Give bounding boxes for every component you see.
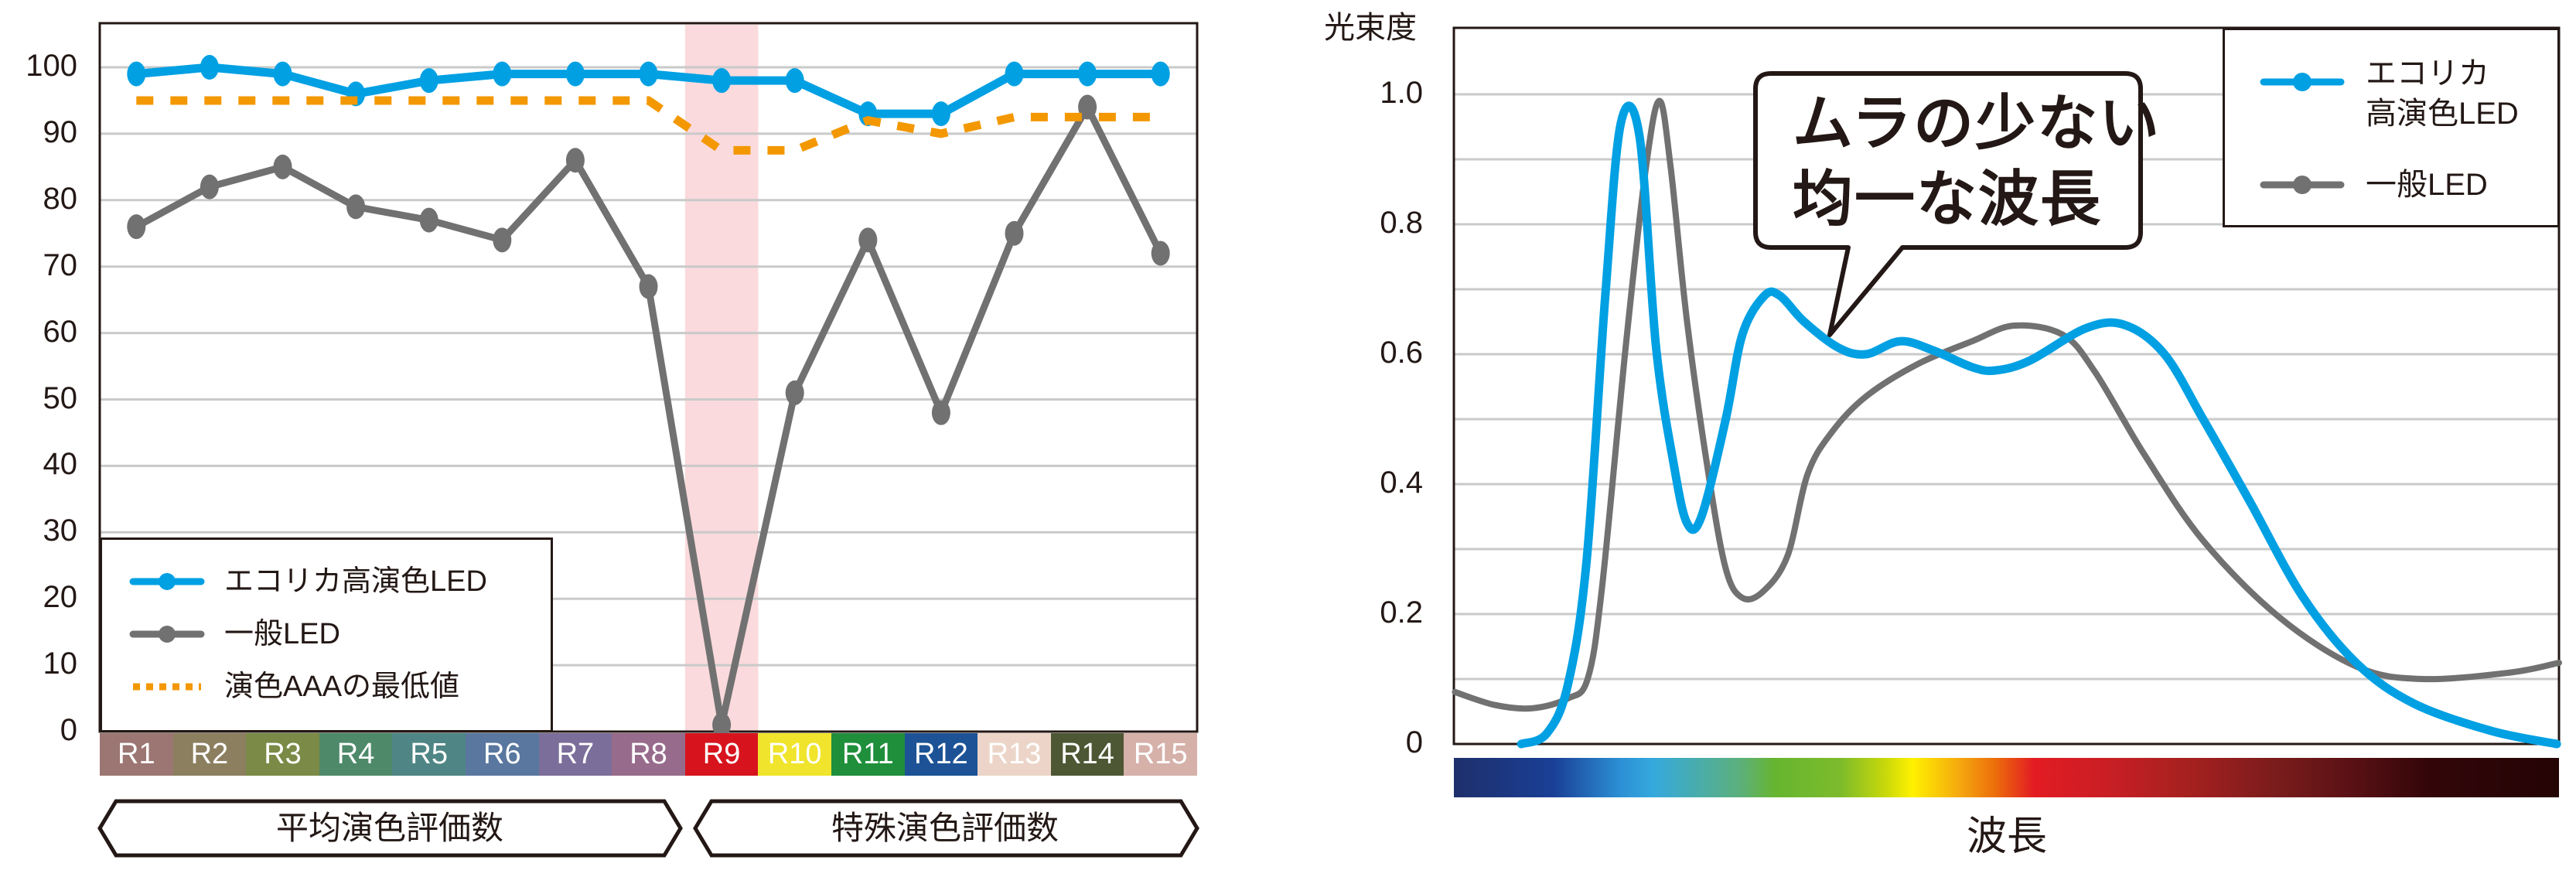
data-point [712, 68, 732, 94]
data-point [127, 214, 146, 240]
data-point [712, 712, 732, 738]
group-arrow-general-cri [97, 799, 683, 858]
plot-frame [98, 22, 1199, 733]
category-label-r9: R9 [684, 733, 759, 776]
data-point [858, 227, 878, 253]
y-tick-label: 60 [43, 314, 78, 349]
category-label-r5: R5 [392, 733, 466, 776]
group-label-special-cri: 特殊演色評価数 [831, 810, 1059, 846]
category-label-r2: R2 [172, 733, 247, 776]
cri-legend: エコリカ高演色LED 一般LED 演色AAAの最低値 [100, 537, 553, 732]
y-tick-label: 0.4 [1380, 466, 1423, 500]
data-point [127, 61, 146, 87]
legend-label: エコリカ 高演色LED [2366, 56, 2519, 131]
data-point [273, 61, 292, 87]
y-tick-label: 100 [26, 49, 77, 83]
plot-frame [1452, 26, 2561, 746]
data-point [1078, 61, 1097, 87]
y-tick-label: 0 [60, 713, 77, 747]
callout-text: ムラの少ない 均一な波長 [1793, 89, 2161, 233]
data-point [346, 194, 366, 220]
data-point [1151, 61, 1170, 87]
category-label-r7: R7 [538, 733, 612, 776]
data-point [419, 68, 438, 94]
y-tick-label: 80 [43, 181, 78, 216]
legend-label: 一般LED [2366, 168, 2488, 202]
legend-line-marker-icon [129, 626, 205, 643]
y-tick-label: 90 [43, 114, 78, 149]
category-label-r14: R14 [1050, 733, 1124, 776]
data-point [1078, 94, 1097, 120]
category-label-r8: R8 [612, 733, 685, 776]
group-label-general-cri: 平均演色評価数 [275, 810, 503, 846]
x-axis-title: 波長 [1966, 814, 2047, 859]
data-point [785, 68, 804, 94]
data-point [639, 61, 658, 87]
category-label-r12: R12 [904, 733, 978, 776]
callout-bubble [1753, 71, 2143, 337]
series-line-aaa-minimum [136, 96, 1161, 155]
data-point [931, 400, 950, 425]
data-point [1005, 61, 1024, 87]
y-tick-label: 1.0 [1380, 76, 1423, 110]
y-tick-label: 0.2 [1380, 595, 1423, 630]
data-point [493, 61, 512, 87]
data-point [419, 207, 438, 233]
data-point [639, 274, 658, 299]
y-axis-title: 光束度 [1324, 11, 1417, 45]
y-tick-label: 20 [43, 580, 78, 615]
y-tick-label: 40 [43, 447, 78, 482]
data-point [493, 227, 512, 253]
y-tick-label: 10 [43, 647, 78, 681]
legend-label: 演色AAAの最低値 [224, 671, 460, 703]
data-point [1151, 241, 1170, 266]
category-label-r11: R11 [831, 733, 905, 776]
legend-item-general-led: 一般LED [128, 617, 340, 651]
category-label-r4: R4 [319, 733, 393, 776]
data-point [200, 174, 219, 200]
category-label-r3: R3 [246, 733, 319, 776]
series-curve-ecorica [1517, 101, 2561, 749]
category-label-r10: R10 [758, 733, 831, 776]
legend-item-aaa-minimum: 演色AAAの最低値 [128, 670, 459, 704]
legend-line-marker-icon [129, 573, 205, 590]
y-tick-label: 70 [43, 247, 78, 282]
category-label-r6: R6 [466, 733, 539, 776]
legend-item-general-led: 一般LED [2259, 165, 2488, 205]
legend-item-ecorica: エコリカ高演色LED [128, 565, 487, 599]
y-tick-label: 0 [1405, 725, 1423, 759]
y-tick-label: 30 [43, 514, 78, 548]
group-arrow-special-cri [693, 799, 1199, 858]
data-point [931, 101, 950, 127]
data-point [273, 154, 292, 179]
legend-label: 一般LED [224, 618, 340, 650]
data-point [565, 61, 585, 87]
data-point [1005, 220, 1024, 246]
y-tick-label: 0.8 [1380, 206, 1423, 240]
legend-dotted-line-icon [133, 683, 201, 691]
data-point [200, 55, 219, 80]
spectrum-legend: エコリカ 高演色LED 一般LED [2223, 28, 2560, 227]
category-label-r15: R15 [1124, 733, 1197, 776]
category-label-r13: R13 [978, 733, 1051, 776]
y-tick-label: 0.6 [1380, 336, 1423, 370]
wavelength-spectrum-bar [1454, 758, 2559, 797]
data-point [785, 380, 804, 405]
legend-item-ecorica: エコリカ 高演色LED [2259, 53, 2519, 134]
series-curve-general-led [1452, 97, 2562, 712]
legend-label: エコリカ高演色LED [224, 565, 487, 598]
y-tick-label: 50 [43, 380, 78, 415]
legend-line-marker-icon [2260, 176, 2345, 194]
category-label-r1: R1 [100, 733, 173, 776]
data-point [565, 148, 585, 173]
legend-line-marker-icon [2260, 73, 2345, 91]
